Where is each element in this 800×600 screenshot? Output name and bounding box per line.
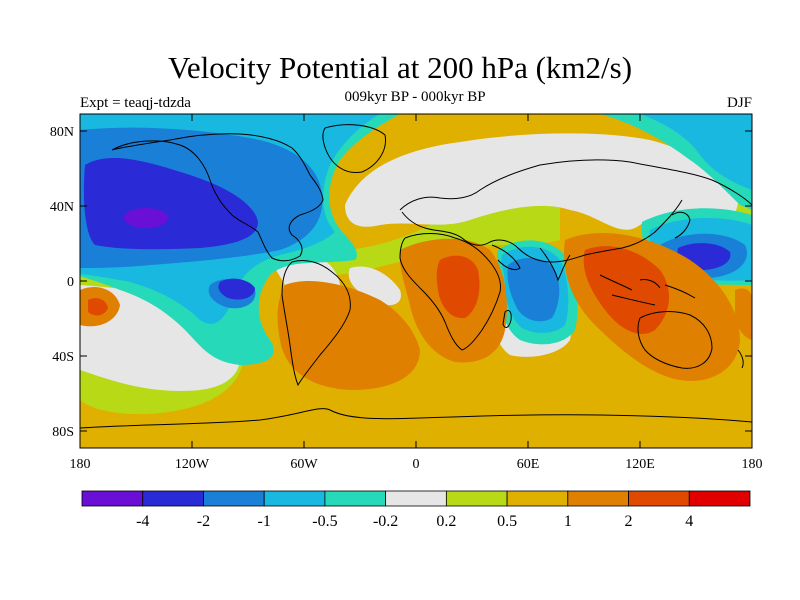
coast-maritime-continent [599, 274, 696, 306]
lat-tick-label: 80S [52, 425, 74, 440]
colorbar-swatch [324, 490, 387, 507]
lon-tick-label: 60E [517, 457, 540, 472]
coast-north-america [111, 133, 324, 262]
chart-subtitle: 009kyr BP - 000kyr BP [344, 89, 486, 105]
lon-axis [191, 114, 641, 448]
coastlines [80, 124, 752, 429]
contour-band-neg-4 [124, 208, 168, 228]
colorbar-level-label: 0.2 [436, 513, 456, 530]
colorbar-swatch [567, 490, 629, 507]
coast-south-america [281, 259, 351, 387]
colorbar-level-label: -0.5 [312, 513, 337, 530]
colorbar-swatch [263, 490, 326, 507]
colorbar-swatch [142, 490, 204, 507]
colorbar-level-label: -0.2 [373, 513, 398, 530]
lon-tick-label: 120W [175, 457, 210, 472]
colorbar-swatch [203, 490, 265, 507]
coast-madagascar [502, 309, 512, 328]
lat-tick-label: 0 [67, 275, 74, 290]
contour-band-pos-2 [88, 246, 670, 334]
colorbar-swatch [506, 490, 569, 507]
lon-tick-label: 180 [70, 457, 91, 472]
coast-australia [637, 311, 713, 369]
velocity-potential-field [80, 114, 752, 448]
colorbar-swatch [628, 490, 690, 507]
colorbar-level-label: 0.5 [497, 513, 517, 530]
chart-title: Velocity Potential at 200 hPa (km2/s) [167, 50, 633, 85]
colorbar-level-label: -2 [197, 513, 210, 530]
lat-tick-label: 40S [52, 350, 74, 365]
colorbar-level-label: 4 [685, 513, 693, 530]
colorbar-level-label: -1 [258, 513, 271, 530]
colorbar-swatch [385, 490, 447, 507]
colorbar-swatch [445, 490, 508, 507]
colorbar-swatch [688, 490, 751, 507]
lon-tick-label: 60W [290, 457, 318, 472]
lat-tick-label: 40N [50, 200, 74, 215]
colorbar-level-label: 2 [625, 513, 633, 530]
lon-tick-label: 0 [413, 457, 420, 472]
colorbar-level-label: -4 [136, 513, 149, 530]
contour-band-zero [80, 133, 740, 391]
coast-africa [399, 233, 501, 351]
lat-tick-label: 80N [50, 125, 74, 140]
coast-eurasia [399, 159, 752, 263]
coast-arabia-india [491, 244, 571, 282]
season-label: DJF [726, 95, 752, 111]
colorbar-swatch [81, 490, 144, 507]
colorbar: -4 -2 -1 -0.5 -0.2 0.2 0.5 1 2 4 [81, 490, 751, 530]
colorbar-level-label: 1 [564, 513, 572, 530]
contour-band-neg-1 [80, 127, 747, 322]
contour-band-pos-1 [80, 232, 752, 390]
coast-japan [671, 211, 691, 239]
lon-tick-label: 120E [625, 457, 655, 472]
lon-tick-label: 180 [742, 457, 763, 472]
coast-antarctica [80, 408, 752, 429]
coast-greenland [322, 124, 387, 174]
lat-axis [80, 130, 752, 432]
experiment-label: Expt = teaqj-tdzda [80, 95, 191, 111]
contour-band-neg-2 [83, 158, 731, 300]
coast-new-zealand [737, 349, 744, 369]
